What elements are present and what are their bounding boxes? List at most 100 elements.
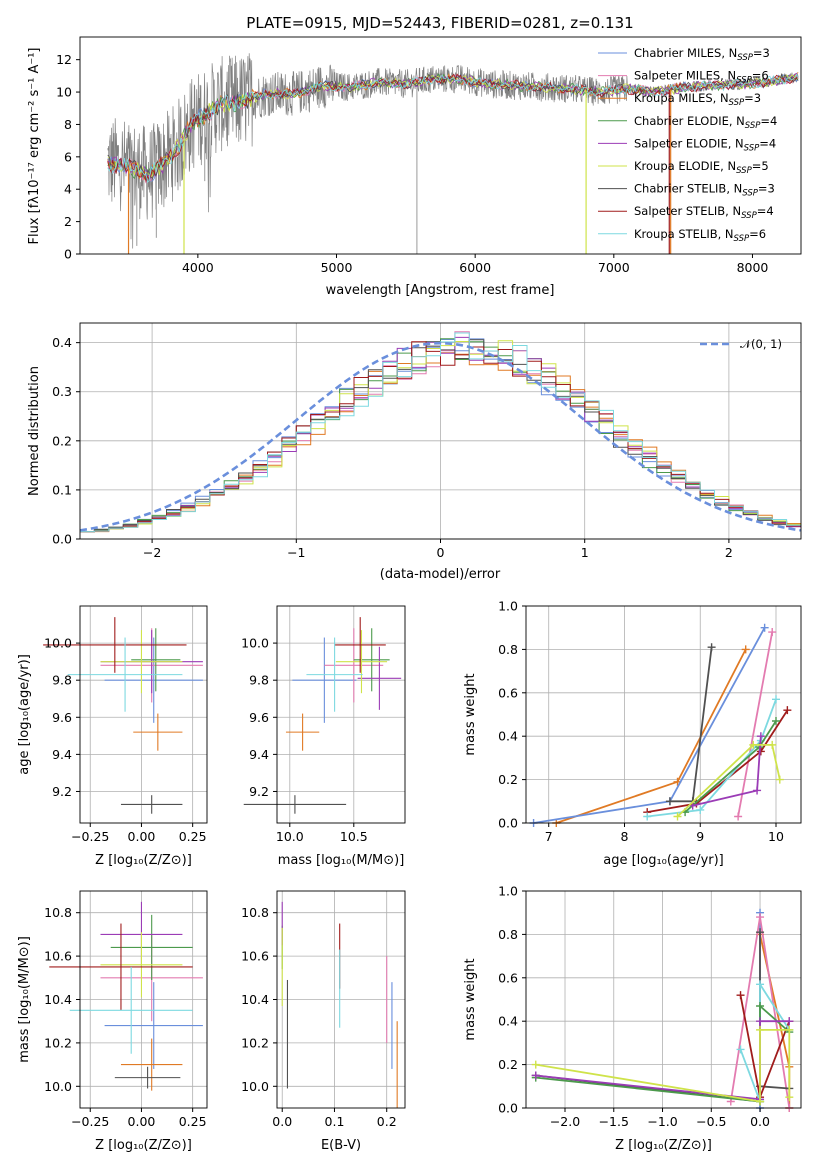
xlabel: Z [log₁₀(Z/Z⊙)] (95, 853, 192, 868)
weight-point-salpeter-elodie (531, 1071, 540, 1080)
weight-point-salpeter-stelib (736, 991, 745, 1000)
spectrum-axes (79, 36, 802, 255)
ylabel: age [log₁₀(age/yr)] (17, 654, 32, 775)
xtick-label: 0.25 (179, 829, 207, 844)
weight-point-kroupa-stelib (756, 980, 765, 989)
panel-axes (79, 605, 208, 824)
xlabel: Z [log₁₀(Z/Z⊙)] (95, 1138, 192, 1153)
weight-point-chabrier-stelib (665, 797, 674, 806)
spectrum-panel: PLATE=0915, MJD=52443, FIBERID=0281, z=0… (27, 14, 802, 298)
ytick-label: 1.0 (498, 599, 518, 614)
residual-ytick-label: 0.3 (52, 384, 72, 399)
xtick-label: 9 (696, 829, 704, 844)
spectrum-ytick-label: 0 (64, 247, 72, 262)
ytick-label: 10.4 (44, 992, 72, 1007)
weight-point-salpeter-miles (734, 812, 743, 821)
legend-label-chabrier-miles: Chabrier MILES, NSSP=3 (634, 46, 770, 63)
weight-point-chabrier-elodie (756, 1002, 765, 1011)
weight-point-salpeter-elodie (756, 732, 765, 741)
residual-xtick-label: −1 (287, 545, 305, 560)
ytick-label: 10.6 (241, 949, 269, 964)
model-spectra (107, 72, 799, 254)
weight-point-salpeter-miles (768, 628, 777, 637)
xlabel: Z [log₁₀(Z/Z⊙)] (615, 1138, 712, 1153)
legend-label-kroupa-elodie: Kroupa ELODIE, NSSP=5 (634, 159, 769, 176)
residual-ytick-label: 0.4 (52, 335, 72, 350)
spectrum-xtick-label: 5000 (321, 260, 353, 275)
spectrum-ytick-label: 6 (64, 149, 72, 164)
ytick-label: 10.2 (241, 1035, 269, 1050)
residual-ylabel: Normed distribution (27, 366, 42, 496)
legend-label-chabrier-stelib: Chabrier STELIB, NSSP=3 (634, 182, 775, 199)
spectrum-xlabel: wavelength [Angstrom, rest frame] (326, 283, 555, 298)
xlabel: mass [log₁₀(M/M⊙)] (278, 853, 405, 868)
legend-label-salpeter-elodie: Salpeter ELODIE, NSSP=4 (634, 136, 776, 153)
panel-3: 10.0 10.5 9.2 9.4 9.6 9.8 10.0 mass [log₁₀(M/M⊙… (241, 605, 406, 868)
weight-point-kroupa-elodie (531, 1060, 540, 1069)
legend-label-kroupa-miles: Kroupa MILES, NSSP=3 (634, 91, 761, 108)
ytick-label: 9.2 (249, 784, 269, 799)
ytick-label: 0.4 (498, 1014, 518, 1029)
residual-legend: 𝒩(0, 1) (700, 337, 782, 351)
residual-xtick-label: 1 (581, 545, 589, 560)
weight-point-kroupa-elodie (756, 1025, 765, 1034)
ytick-label: 0.6 (498, 970, 518, 985)
ytick-label: 10.4 (241, 992, 269, 1007)
panel-2: −0.25 0.00 0.25 9.2 9.4 9.6 9.8 10.0 Z [log₁₀(Z/… (17, 605, 208, 868)
spectrum-title: PLATE=0915, MJD=52443, FIBERID=0281, z=0… (246, 14, 633, 32)
ytick-label: 10.6 (44, 949, 72, 964)
weight-point-chabrier-stelib (707, 643, 716, 652)
spectrum-ytick-label: 10 (56, 85, 72, 100)
spectrum-ytick-label: 4 (64, 182, 72, 197)
ytick-label: 0.8 (498, 642, 518, 657)
ylabel: mass weight (463, 958, 478, 1040)
residual-histogram-kroupa-stelib (80, 332, 801, 533)
xtick-label: 10 (768, 829, 784, 844)
ytick-label: 9.4 (52, 747, 72, 762)
legend-label-salpeter-miles: Salpeter MILES, NSSP=6 (634, 69, 769, 86)
weight-line-kroupa-elodie (676, 744, 781, 818)
ytick-label: 9.6 (52, 710, 72, 725)
weight-point-salpeter-stelib (783, 706, 792, 715)
weight-point-kroupa-elodie (673, 812, 682, 821)
ytick-label: 10.0 (241, 1079, 269, 1094)
weight-point-salpeter-stelib (756, 747, 765, 756)
xtick-label: 0.2 (377, 1114, 397, 1129)
weight-point-kroupa-stelib (696, 805, 705, 814)
panel-axes (276, 605, 406, 824)
xtick-label: 10.5 (340, 829, 368, 844)
xtick-label: 0.00 (128, 1114, 156, 1129)
residual-histogram-panel: −2 −1 0 1 2 0.0 0.1 0.2 0.3 0.4 (data-model)/erro… (27, 322, 802, 582)
ytick-label: 10.0 (44, 636, 72, 651)
weight-point-kroupa-elodie (785, 1025, 794, 1034)
xtick-label: 10.0 (276, 829, 304, 844)
panel-6: 0.0 0.1 0.2 10.0 10.2 10.4 10.6 10.8 E(B-V) (241, 890, 406, 1153)
weight-point-kroupa-stelib (643, 812, 652, 821)
ytick-label: 0.8 (498, 927, 518, 942)
ytick-label: 10.0 (44, 1079, 72, 1094)
ylabel: mass [log₁₀(M/M⊙)] (17, 936, 32, 1063)
weight-line-kroupa-stelib (647, 698, 777, 818)
ytick-label: 0.4 (498, 729, 518, 744)
ytick-label: 0.0 (498, 1101, 518, 1116)
spectrum-xtick-label: 4000 (182, 260, 214, 275)
xtick-label: −0.25 (71, 829, 109, 844)
ytick-label: 10.0 (241, 636, 269, 651)
xtick-label: −1.0 (647, 1114, 677, 1129)
ytick-label: 0.6 (498, 685, 518, 700)
weight-point-chabrier-miles (760, 623, 769, 632)
weight-point-salpeter-elodie (753, 786, 762, 795)
xlabel: E(B-V) (321, 1138, 361, 1153)
panel-5: −0.25 0.00 0.25 10.0 10.2 10.4 10.6 10.8 Z [log₁… (17, 890, 208, 1153)
weight-point-kroupa-elodie (756, 1097, 765, 1106)
xtick-label: 0.0 (750, 1114, 770, 1129)
xtick-label: 0.25 (179, 1114, 207, 1129)
xlabel: age [log₁₀(age/yr)] (603, 853, 724, 868)
legend-label-kroupa-stelib: Kroupa STELIB, NSSP=6 (634, 227, 766, 244)
spectrum-legend: Chabrier MILES, NSSP=3 Salpeter MILES, NS… (598, 46, 777, 244)
weight-point-kroupa-elodie (785, 1093, 794, 1102)
weight-line-salpeter-miles (737, 631, 774, 817)
spectrum-xtick-label: 8000 (737, 260, 769, 275)
weight-point-chabrier-stelib (756, 928, 765, 937)
